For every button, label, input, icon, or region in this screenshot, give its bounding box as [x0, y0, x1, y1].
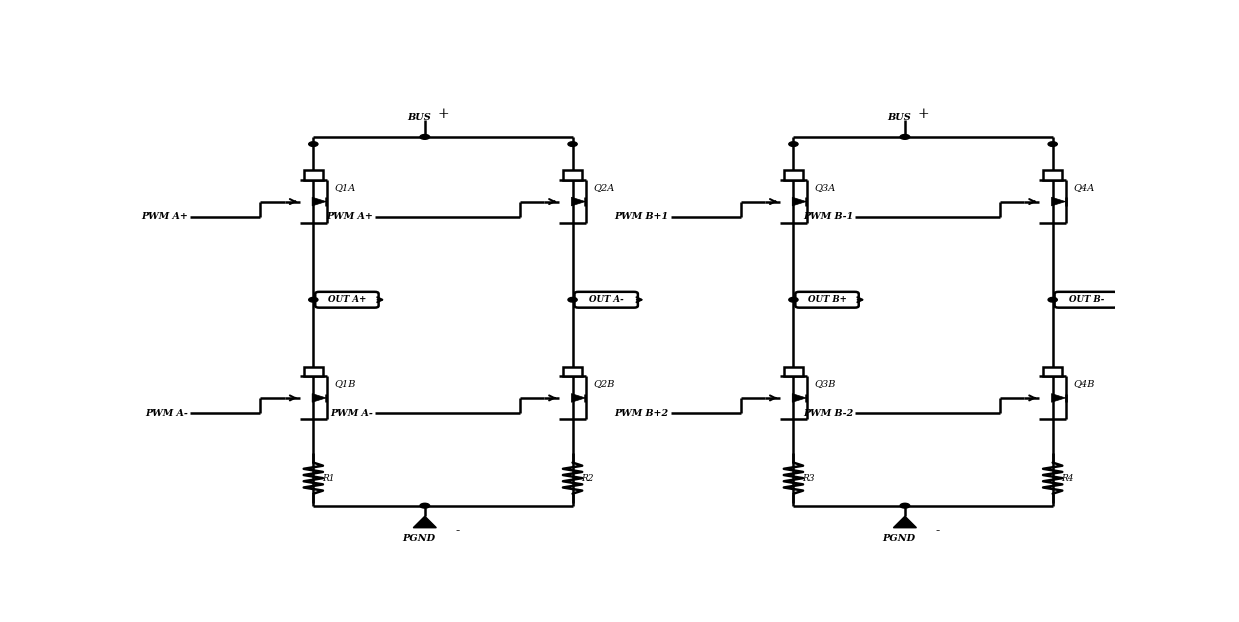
Text: BUS: BUS	[408, 113, 431, 123]
Bar	[784, 367, 803, 376]
Text: BUS: BUS	[887, 113, 912, 123]
Text: Q1A: Q1A	[335, 183, 356, 192]
Polygon shape	[1052, 394, 1066, 402]
Polygon shape	[792, 197, 807, 206]
FancyBboxPatch shape	[1054, 292, 1118, 308]
Text: PWM B-1: PWM B-1	[803, 212, 854, 221]
Text: Q3A: Q3A	[814, 183, 836, 192]
Text: PWM B-2: PWM B-2	[803, 409, 854, 418]
Text: OUT A-: OUT A-	[589, 295, 623, 304]
Text: PWM A-: PWM A-	[331, 409, 373, 418]
Bar	[784, 170, 803, 180]
Bar	[563, 170, 582, 180]
Text: -: -	[456, 524, 460, 537]
Polygon shape	[571, 394, 585, 402]
Text: R1: R1	[322, 473, 335, 483]
Text: Q4A: Q4A	[1074, 183, 1095, 192]
Circle shape	[789, 142, 798, 146]
Bar	[304, 170, 323, 180]
Text: PWM B+2: PWM B+2	[615, 409, 669, 418]
Text: PWM B+1: PWM B+1	[615, 212, 669, 221]
Bar	[1043, 170, 1062, 180]
Circle shape	[309, 142, 318, 146]
Text: -: -	[935, 524, 940, 537]
Bar	[304, 367, 323, 376]
Text: PWM A+: PWM A+	[326, 212, 373, 221]
Text: PWM A+: PWM A+	[141, 212, 188, 221]
Circle shape	[567, 297, 577, 302]
Circle shape	[900, 503, 909, 508]
FancyBboxPatch shape	[315, 292, 379, 308]
Bar	[1043, 367, 1062, 376]
Circle shape	[567, 142, 577, 146]
Circle shape	[420, 134, 430, 139]
Text: +: +	[437, 107, 449, 121]
Circle shape	[420, 503, 430, 508]
Text: Q2A: Q2A	[593, 183, 615, 192]
Text: PGND: PGND	[401, 534, 435, 543]
Polygon shape	[312, 394, 326, 402]
Text: R2: R2	[581, 473, 593, 483]
Polygon shape	[312, 197, 326, 206]
Text: Q3B: Q3B	[814, 379, 836, 388]
Bar	[563, 367, 582, 376]
Text: OUT B-: OUT B-	[1068, 295, 1104, 304]
Text: Q2B: Q2B	[593, 379, 615, 388]
Text: Q1B: Q1B	[335, 379, 356, 388]
Text: R4: R4	[1062, 473, 1074, 483]
Polygon shape	[792, 394, 807, 402]
Text: +: +	[917, 107, 929, 121]
Circle shape	[900, 134, 909, 139]
Polygon shape	[571, 197, 585, 206]
Text: OUT A+: OUT A+	[328, 295, 366, 304]
Circle shape	[1048, 142, 1057, 146]
Text: OUT B+: OUT B+	[808, 295, 846, 304]
Polygon shape	[1052, 197, 1066, 206]
Text: PWM A-: PWM A-	[146, 409, 188, 418]
Polygon shape	[893, 516, 917, 527]
Circle shape	[309, 297, 318, 302]
Circle shape	[1048, 297, 1057, 302]
Text: Q4B: Q4B	[1074, 379, 1095, 388]
Text: PGND: PGND	[882, 534, 914, 543]
Circle shape	[789, 297, 798, 302]
Text: R3: R3	[802, 473, 814, 483]
FancyBboxPatch shape	[575, 292, 638, 308]
Polygon shape	[414, 516, 436, 527]
FancyBboxPatch shape	[795, 292, 859, 308]
